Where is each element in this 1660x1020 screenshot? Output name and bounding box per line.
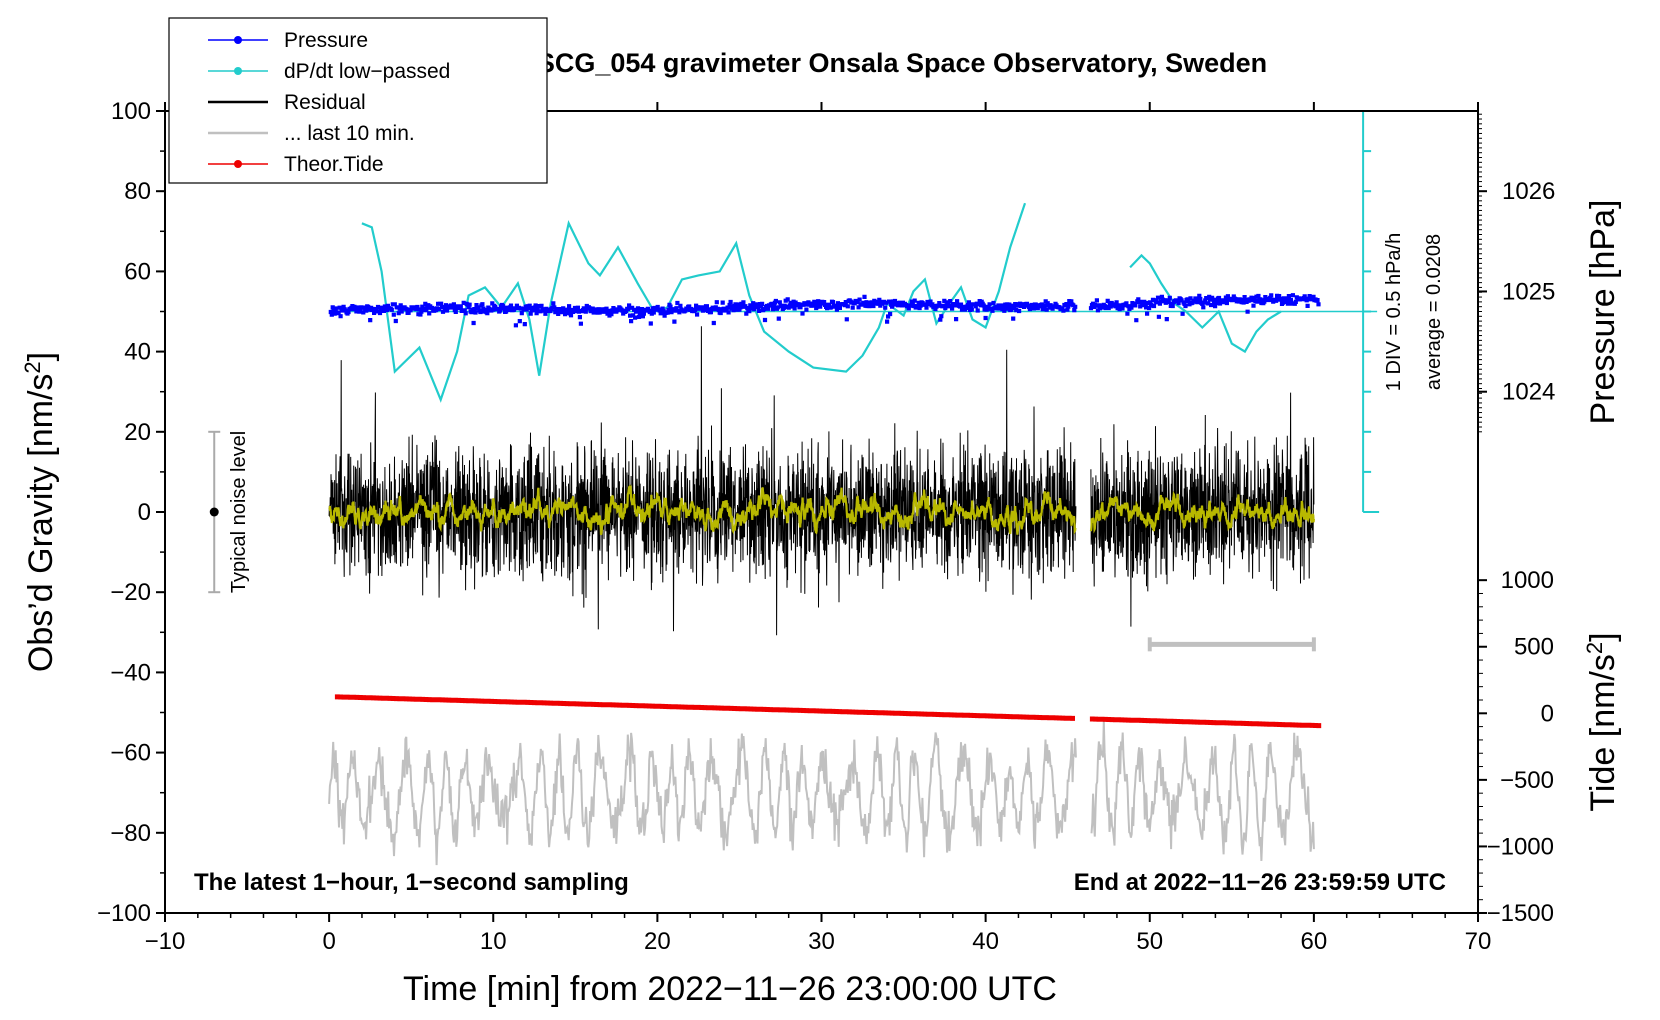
y-tick-label: 20 xyxy=(124,419,151,446)
legend-label: ... last 10 min. xyxy=(284,122,415,145)
noise-level-label: Typical noise level xyxy=(228,431,250,593)
y-tick-label: −80 xyxy=(110,820,151,847)
legend-swatch-dot xyxy=(234,67,242,75)
y-axis-title-gravity-sup: 2 xyxy=(20,361,45,373)
legend-box xyxy=(168,17,548,184)
legend: Pressure dP/dt low−passed Residual ... last… xyxy=(168,17,548,184)
x-tick-label: 40 xyxy=(972,928,999,955)
residual-series-line xyxy=(328,326,1315,636)
x-tick-label: 0 xyxy=(322,928,335,955)
tide-tick-label: −500 xyxy=(1500,767,1554,794)
y-axis-title-gravity-text: Obs’d Gravity [nm/s xyxy=(22,374,60,673)
y-axis-title-tide-end: ] xyxy=(1584,632,1622,641)
legend-swatch-dot xyxy=(234,36,242,44)
dpdt-scale-label: 1 DIV = 0.5 hPa/h xyxy=(1383,233,1405,391)
x-tick-label: 10 xyxy=(480,928,507,955)
y-tick-label: −20 xyxy=(110,579,151,606)
y-axis-title-pressure: Pressure [hPa] xyxy=(1584,200,1622,425)
y-axis-title-tide-sup: 2 xyxy=(1582,642,1607,654)
x-tick-label: 20 xyxy=(644,928,671,955)
y-tick-label: 40 xyxy=(124,339,151,366)
dpdt-average-label: average = 0.0208 xyxy=(1423,234,1445,390)
annotation-sampling: The latest 1−hour, 1−second sampling xyxy=(194,869,629,896)
y-tick-label: −100 xyxy=(97,900,151,927)
legend-label: dP/dt low−passed xyxy=(284,60,450,83)
axis-labels: −10 0 10 20 30 40 50 60 70100806040200−20−40−60−… xyxy=(97,98,1555,955)
tide-tick-label: −1000 xyxy=(1487,833,1554,860)
axes-frame xyxy=(156,102,1487,922)
pressure-tick-label: 1025 xyxy=(1502,278,1555,305)
legend-label: Pressure xyxy=(284,29,368,52)
x-tick-label: 70 xyxy=(1465,928,1492,955)
x-tick-label: 30 xyxy=(808,928,835,955)
tide-tick-label: 0 xyxy=(1541,700,1554,727)
legend-label: Residual xyxy=(284,91,366,114)
y-tick-label: 60 xyxy=(124,258,151,285)
tide-tick-label: 1000 xyxy=(1501,567,1554,594)
legend-label: Theor.Tide xyxy=(284,153,384,176)
x-tick-label: −10 xyxy=(145,928,186,955)
x-tick-label: 50 xyxy=(1136,928,1163,955)
pressure-tick-label: 1024 xyxy=(1502,379,1555,406)
y-tick-label: 100 xyxy=(111,98,151,125)
tide-tick-label: −1500 xyxy=(1487,900,1554,927)
y-axis-title-tide-text: Tide [nm/s xyxy=(1584,654,1622,811)
pressure-dots xyxy=(328,293,1321,328)
chart-title: SCG_054 gravimeter Onsala Space Observat… xyxy=(537,48,1267,78)
y-axis-title-gravity-end: ] xyxy=(22,352,60,361)
x-tick-label: 60 xyxy=(1301,928,1328,955)
residual-smoothed-line xyxy=(328,484,1315,536)
dpdt-series-line xyxy=(361,202,1282,403)
y-tick-label: −60 xyxy=(110,740,151,767)
y-tick-label: 0 xyxy=(138,499,151,526)
y-axis-title-tide: Tide [nm/s2] xyxy=(1582,632,1622,811)
pressure-tick-label: 1026 xyxy=(1502,178,1555,205)
annotation-end-time: End at 2022−11−26 23:59:59 UTC xyxy=(1074,869,1446,896)
last10-series-line xyxy=(328,720,1315,866)
y-axis-title-gravity: Obs’d Gravity [nm/s2] xyxy=(20,352,60,672)
series-layer xyxy=(208,110,1380,866)
y-tick-label: −40 xyxy=(110,659,151,686)
noise-level-center xyxy=(209,507,219,517)
x-axis-title: Time [min] from 2022−11−26 23:00:00 UTC xyxy=(403,970,1057,1008)
tide-tick-label: 500 xyxy=(1514,634,1554,661)
legend-swatch-dot xyxy=(234,160,242,168)
tide-dots xyxy=(334,694,1322,729)
y-tick-label: 80 xyxy=(124,178,151,205)
